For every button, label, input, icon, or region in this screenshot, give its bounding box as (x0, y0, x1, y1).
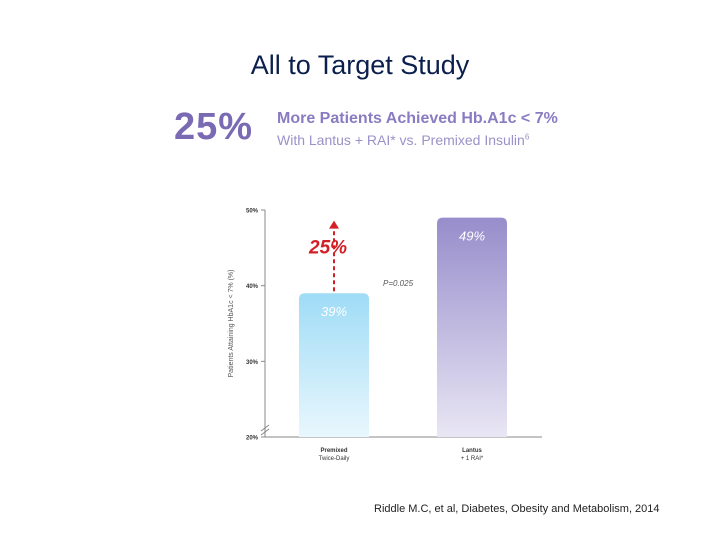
citation: Riddle M.C, et al, Diabetes, Obesity and… (374, 503, 660, 515)
headline-line-1: More Patients Achieved Hb.A1c < 7% (277, 110, 558, 127)
y-tick-label: 40% (246, 284, 259, 290)
headline-percent: 25% (174, 106, 254, 148)
slide-title: All to Target Study (250, 50, 470, 80)
x-category-label: Lantus (462, 448, 482, 454)
y-tick-label: 20% (246, 436, 259, 442)
bar-lantus (437, 217, 507, 437)
axis-break-mark (260, 428, 270, 436)
p-value-label: P=0.025 (383, 279, 414, 288)
increase-percent-label: 25% (308, 238, 347, 259)
axis-break-mark (260, 424, 270, 432)
x-category-sublabel: + 1 RAI* (461, 456, 484, 462)
x-category-sublabel: Twice-Daily (319, 456, 350, 462)
bars-layer: 39% Premixed Twice-Daily 49% Lantus + 1 RAI* (299, 217, 507, 462)
annotation-layer: 25% P=0.025 (308, 220, 414, 292)
headline-footnote-marker: 6 (524, 132, 530, 142)
headline-line-2: With Lantus + RAI* vs. Premixed Insulin6 (277, 132, 529, 148)
increase-arrow-head (329, 220, 339, 229)
headline-line-2-text: With Lantus + RAI* vs. Premixed Insulin (277, 132, 525, 148)
bar-premixed (299, 293, 369, 437)
headline: 25% More Patients Achieved Hb.A1c < 7% W… (174, 106, 594, 154)
y-tick-label: 50% (246, 209, 259, 215)
y-axis-title: Patients Attaining HbA1c < 7% (%) (228, 270, 235, 378)
y-tick-label: 30% (246, 360, 259, 366)
bar-value-label: 49% (459, 229, 485, 244)
x-category-label: Premixed (320, 448, 347, 454)
bar-value-label: 39% (321, 304, 347, 319)
